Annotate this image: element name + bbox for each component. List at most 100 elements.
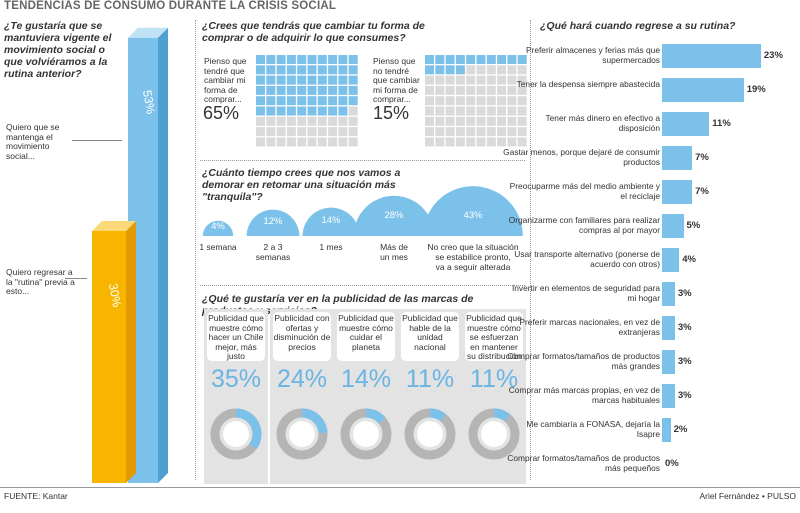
waffle-cell bbox=[266, 137, 276, 147]
waffle-cell bbox=[256, 65, 265, 75]
ad-panel: Publicidad que muestre cómo cuidar el pl… bbox=[334, 309, 398, 484]
movement-bar-return-side bbox=[126, 221, 136, 483]
waffle-cell bbox=[435, 75, 445, 85]
waffle-cell bbox=[266, 127, 276, 137]
waffle-cell bbox=[476, 127, 486, 137]
waffle-cell bbox=[286, 127, 296, 137]
change-label-no: Pienso que no tendré que cambiar mi form… bbox=[373, 56, 420, 104]
ad-donut-hole bbox=[481, 421, 507, 447]
waffle-cell bbox=[445, 55, 455, 64]
time-bubble bbox=[353, 195, 435, 236]
routine-bar bbox=[662, 146, 693, 170]
waffle-cell bbox=[328, 75, 338, 85]
waffle-cell bbox=[338, 106, 348, 116]
waffle-cell bbox=[517, 75, 527, 85]
footer-author: Ariel Fernández • PULSO bbox=[699, 491, 796, 501]
waffle-cell bbox=[307, 127, 317, 137]
ad-label: Publicidad que muestre cómo cuidar el pl… bbox=[337, 312, 395, 361]
page-title: TENDENCIAS DE CONSUMO DURANTE LA CRISIS … bbox=[4, 0, 337, 12]
movement-bar-maintain-label: 53% bbox=[140, 89, 158, 115]
waffle-cell bbox=[476, 106, 486, 116]
waffle-cell bbox=[297, 106, 307, 116]
waffle-cell bbox=[476, 55, 486, 64]
waffle-cell bbox=[338, 75, 348, 85]
waffle-cell bbox=[338, 55, 348, 64]
waffle-cell bbox=[286, 106, 296, 116]
routine-bar bbox=[662, 180, 693, 204]
waffle-cell bbox=[517, 127, 527, 137]
movement-chart: 53% 30% bbox=[92, 27, 168, 484]
waffle-cell bbox=[486, 75, 496, 85]
waffle-cell bbox=[307, 55, 317, 64]
waffle-cell bbox=[445, 137, 455, 147]
waffle-cell bbox=[286, 116, 296, 126]
waffle-cell bbox=[338, 96, 348, 106]
waffle-cell bbox=[507, 96, 517, 106]
waffle-cell bbox=[348, 106, 358, 116]
ad-value: 11% bbox=[405, 365, 455, 393]
ad-value: 35% bbox=[210, 365, 262, 393]
routine-value: 3% bbox=[677, 356, 692, 367]
time-value: 14% bbox=[321, 215, 341, 226]
waffle-cell bbox=[338, 116, 348, 126]
waffle-cell bbox=[307, 116, 317, 126]
waffle-cell bbox=[297, 75, 307, 85]
waffle-cell bbox=[497, 85, 507, 95]
waffle-cell bbox=[507, 116, 517, 126]
time-value: 4% bbox=[211, 221, 225, 232]
routine-bar bbox=[662, 248, 680, 272]
waffle-cell bbox=[445, 96, 455, 106]
waffle-cell bbox=[517, 55, 527, 64]
ad-label: Publicidad con ofertas y disminución de … bbox=[273, 312, 331, 361]
routine-value: 19% bbox=[746, 84, 766, 95]
time-bubble bbox=[423, 186, 523, 236]
waffle-cell bbox=[445, 85, 455, 95]
routine-label: Preferir marcas nacionales, en vez de ex… bbox=[519, 317, 660, 337]
routine-label: Comprar formatos/tamaños de productos má… bbox=[507, 351, 660, 371]
waffle-cell bbox=[276, 85, 286, 95]
waffle-cell bbox=[466, 55, 476, 64]
time-category: No creo que la situación se estabilice pr… bbox=[427, 242, 518, 272]
routine-question: ¿Qué hará cuando regrese a su rutina? bbox=[540, 20, 736, 32]
ad-donut-hole bbox=[223, 421, 249, 447]
waffle-cell bbox=[286, 137, 296, 147]
waffle-cell bbox=[435, 55, 445, 64]
routine-value: 2% bbox=[673, 424, 688, 435]
routine-value: 7% bbox=[695, 152, 709, 163]
waffle-cell bbox=[297, 96, 307, 106]
ad-value: 24% bbox=[276, 365, 328, 393]
waffle-cell bbox=[425, 116, 434, 126]
routine-value: 11% bbox=[712, 118, 731, 129]
waffle-cell bbox=[276, 96, 286, 106]
waffle-cell bbox=[476, 75, 486, 85]
movement-bar-maintain-side bbox=[158, 27, 168, 484]
movement-bar-return-label: 30% bbox=[106, 282, 124, 308]
ad-donut bbox=[276, 408, 328, 460]
routine-bar bbox=[662, 44, 761, 68]
waffle-cell bbox=[317, 96, 327, 106]
waffle-cell bbox=[445, 65, 455, 75]
routine-label: Organizarme con familiares para realizar… bbox=[508, 215, 660, 235]
waffle-cell bbox=[517, 137, 527, 147]
waffle-cell bbox=[476, 116, 486, 126]
waffle-cell bbox=[297, 127, 307, 137]
ad-donut-hole bbox=[289, 421, 315, 447]
waffle-cell bbox=[455, 65, 465, 75]
waffle-cell bbox=[507, 106, 517, 116]
ad-label: Publicidad que muestre cómo se esfuerzan… bbox=[465, 312, 523, 361]
waffle-cell bbox=[297, 65, 307, 75]
waffle-cell bbox=[497, 127, 507, 137]
waffle-cell bbox=[497, 137, 507, 147]
waffle-cell bbox=[317, 106, 327, 116]
waffle-cell bbox=[286, 65, 296, 75]
waffle-cell bbox=[256, 127, 265, 137]
waffle-cell bbox=[328, 137, 338, 147]
ad-donut-slice bbox=[301, 408, 328, 434]
waffle-cell bbox=[507, 75, 517, 85]
divider-mid-1 bbox=[200, 160, 525, 161]
waffle-cell bbox=[455, 137, 465, 147]
waffle-cell bbox=[286, 96, 296, 106]
waffle-cell bbox=[497, 106, 507, 116]
waffle-cell bbox=[425, 65, 434, 75]
waffle-cell bbox=[425, 75, 434, 85]
